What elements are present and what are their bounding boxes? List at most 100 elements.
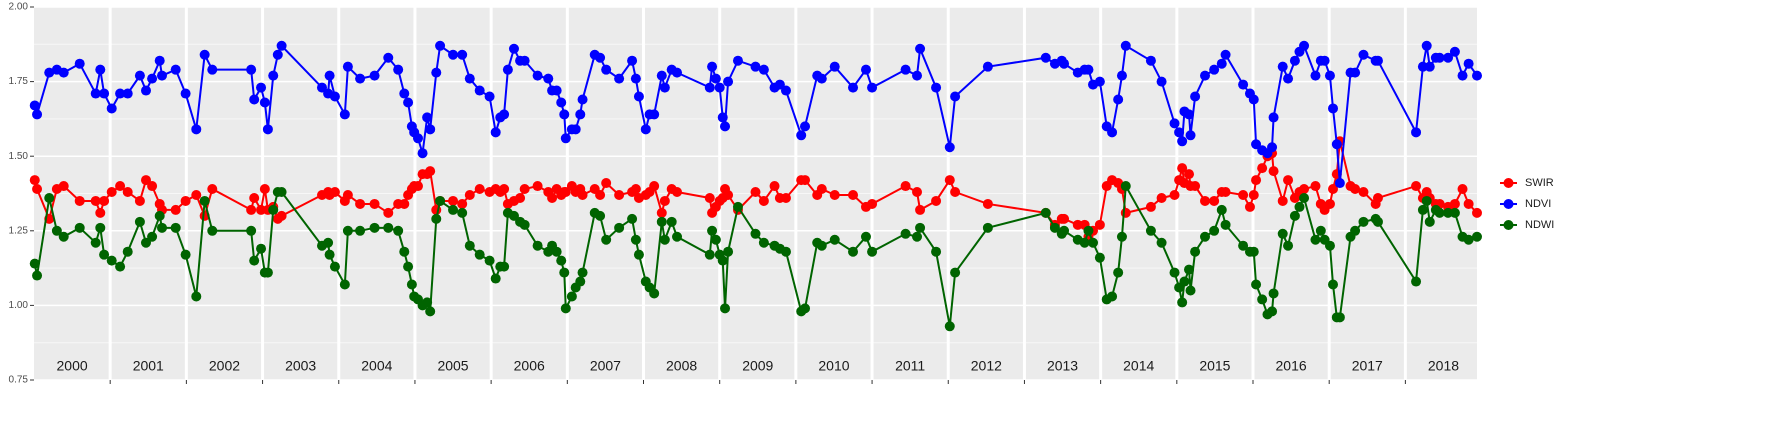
data-point <box>900 228 911 239</box>
data-point <box>256 82 267 93</box>
data-point <box>1257 163 1268 174</box>
legend-label: NDVI <box>1525 198 1551 210</box>
data-point <box>1190 181 1201 192</box>
data-point <box>758 237 769 248</box>
data-point <box>502 64 513 75</box>
data-point <box>1177 163 1188 174</box>
data-point <box>99 249 110 260</box>
data-point <box>1294 201 1305 212</box>
year-label: 2018 <box>1428 358 1459 374</box>
y-tick-label: 2.00 <box>9 2 29 13</box>
data-point <box>246 225 257 236</box>
data-point <box>403 261 414 272</box>
data-point <box>1457 70 1468 81</box>
data-point <box>457 49 468 60</box>
data-point <box>1350 225 1361 236</box>
data-point <box>1040 207 1051 218</box>
data-point <box>435 40 446 51</box>
data-point <box>630 73 641 84</box>
data-point <box>342 225 353 236</box>
data-point <box>707 61 718 72</box>
data-point <box>659 234 670 245</box>
data-point <box>499 109 510 120</box>
data-point <box>90 237 101 248</box>
data-point <box>704 82 715 93</box>
data-point <box>1417 61 1428 72</box>
data-point <box>1248 246 1259 257</box>
data-point <box>355 225 366 236</box>
legend-label: SWIR <box>1525 177 1554 189</box>
data-point <box>262 124 273 135</box>
data-point <box>931 82 942 93</box>
data-point <box>383 207 394 218</box>
y-tick-label: 1.25 <box>9 225 29 236</box>
data-point <box>1209 195 1220 206</box>
data-point <box>412 181 423 192</box>
data-point <box>944 142 955 153</box>
data-point <box>44 192 55 203</box>
data-point <box>508 43 519 54</box>
data-point <box>74 222 85 233</box>
data-point <box>276 187 287 198</box>
data-point <box>912 231 923 242</box>
data-point <box>1457 184 1468 195</box>
year-label: 2000 <box>57 358 88 374</box>
data-point <box>1434 52 1445 63</box>
data-point <box>601 234 612 245</box>
y-tick-label: 1.50 <box>9 151 29 162</box>
data-point <box>106 103 117 114</box>
data-point <box>276 40 287 51</box>
data-point <box>649 288 660 299</box>
data-point <box>560 133 571 144</box>
data-point <box>1350 67 1361 78</box>
data-point <box>1424 216 1435 227</box>
data-point <box>1324 240 1335 251</box>
data-point <box>614 73 625 84</box>
data-point <box>199 49 210 60</box>
data-point <box>633 91 644 102</box>
data-point <box>1334 312 1345 323</box>
data-point <box>490 273 501 284</box>
year-label: 2004 <box>361 358 392 374</box>
data-point <box>323 237 334 248</box>
data-point <box>649 109 660 120</box>
data-point <box>532 70 543 81</box>
data-point <box>122 187 133 198</box>
data-point <box>1268 288 1279 299</box>
data-point <box>99 88 110 99</box>
data-point <box>399 88 410 99</box>
year-label: 2009 <box>742 358 773 374</box>
data-point <box>848 82 859 93</box>
data-point <box>393 225 404 236</box>
data-point <box>369 70 380 81</box>
data-point <box>1310 181 1321 192</box>
data-point <box>180 249 191 260</box>
data-point <box>900 181 911 192</box>
data-point <box>425 124 436 135</box>
data-point <box>180 195 191 206</box>
data-point <box>1463 198 1474 209</box>
data-point <box>1324 198 1335 209</box>
data-point <box>422 297 433 308</box>
data-point <box>1268 166 1279 177</box>
data-point <box>99 195 110 206</box>
data-point <box>207 184 218 195</box>
data-point <box>1299 192 1310 203</box>
data-point <box>710 73 721 84</box>
data-point <box>570 124 581 135</box>
data-point <box>559 109 570 120</box>
data-point <box>51 225 62 236</box>
data-point <box>262 267 273 278</box>
data-point <box>156 70 167 81</box>
data-point <box>723 246 734 257</box>
data-point <box>1472 207 1482 218</box>
data-point <box>556 255 567 266</box>
data-point <box>106 187 117 198</box>
data-point <box>464 189 475 200</box>
data-point <box>672 187 683 198</box>
data-point <box>207 225 218 236</box>
data-point <box>816 184 827 195</box>
data-point <box>1209 64 1220 75</box>
data-point <box>1059 58 1070 69</box>
